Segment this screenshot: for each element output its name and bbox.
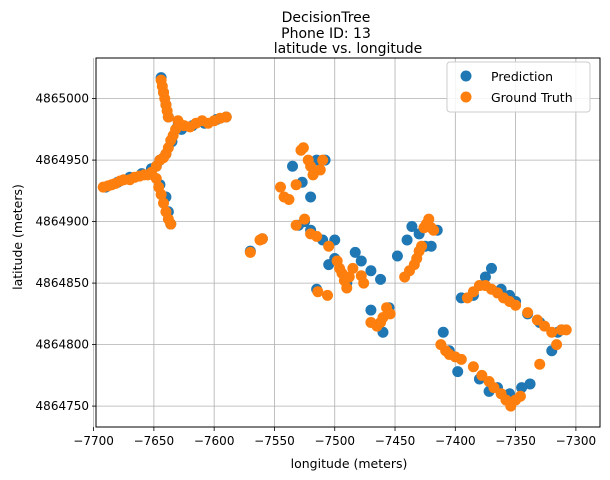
data-point (165, 218, 177, 230)
data-point (274, 181, 286, 193)
data-point (384, 308, 396, 320)
data-point (244, 246, 256, 258)
data-point (560, 324, 572, 336)
data-point (322, 289, 334, 301)
data-point (355, 255, 367, 267)
legend-marker-prediction (460, 70, 472, 82)
data-point (299, 213, 311, 225)
data-point (510, 299, 522, 311)
data-point (317, 154, 329, 166)
y-axis-label: latitude (meters) (10, 184, 25, 290)
x-tick-label: −7650 (134, 434, 175, 448)
data-point (314, 164, 326, 176)
chart-title-line-3: latitude vs. longitude (274, 41, 423, 57)
series-ground-truth (97, 74, 572, 412)
data-point (452, 366, 464, 378)
data-point (455, 353, 467, 365)
x-tick-label: −7500 (314, 434, 355, 448)
data-point (514, 390, 526, 402)
x-axis-label: longitude (meters) (291, 456, 408, 471)
data-point (305, 191, 317, 203)
data-point (524, 378, 536, 390)
data-point (551, 339, 563, 351)
y-tick-label: 4865000 (36, 92, 89, 106)
data-point (522, 307, 534, 319)
data-point (365, 304, 377, 316)
x-tick-label: −7550 (254, 434, 295, 448)
legend: Prediction Ground Truth (446, 61, 591, 113)
data-point (150, 173, 162, 185)
data-point (479, 271, 491, 283)
data-point (423, 213, 435, 225)
data-point (516, 382, 528, 394)
y-tick-label: 4864750 (36, 399, 89, 413)
data-point (287, 160, 299, 172)
x-axis-ticks: −7700 −7650 −7600 −7550 −7500 −7450 −7400 −7350… (73, 427, 596, 448)
data-point (488, 382, 500, 394)
data-point (476, 369, 488, 381)
legend-box (446, 61, 591, 113)
data-point (416, 240, 428, 252)
data-point (290, 179, 302, 191)
data-point (283, 193, 295, 205)
x-tick-label: −7350 (495, 434, 536, 448)
data-point (539, 320, 551, 332)
data-point (425, 240, 437, 252)
data-point (158, 197, 170, 209)
data-point (406, 221, 418, 233)
data-point (343, 271, 355, 283)
data-point (256, 233, 268, 245)
x-tick-label: −7300 (556, 434, 597, 448)
data-point (485, 262, 497, 274)
x-tick-label: −7700 (73, 434, 114, 448)
data-point (162, 111, 174, 123)
data-point (297, 142, 309, 154)
x-tick-label: −7450 (375, 434, 416, 448)
data-point (401, 234, 413, 246)
data-points (97, 72, 572, 412)
chart-title-line-1: DecisionTree (282, 10, 371, 26)
data-point (323, 240, 335, 252)
data-point (347, 262, 359, 274)
data-point (531, 314, 543, 326)
data-point (170, 123, 182, 135)
y-tick-label: 4864800 (36, 338, 89, 352)
y-axis-ticks: 4864750 4864800 4864850 4864900 4864950 48650… (36, 92, 96, 413)
legend-label-ground-truth: Ground Truth (491, 90, 573, 105)
data-point (311, 230, 323, 242)
data-point (365, 265, 377, 277)
y-tick-label: 4864900 (36, 215, 89, 229)
legend-label-prediction: Prediction (491, 69, 553, 84)
data-point (534, 358, 546, 370)
chart-title-line-2: Phone ID: 13 (281, 26, 371, 42)
data-point (220, 111, 232, 123)
plot-frame (95, 57, 601, 428)
data-point (305, 160, 317, 172)
data-point (290, 219, 302, 231)
data-point (349, 246, 361, 258)
legend-marker-ground-truth (460, 91, 472, 103)
y-tick-label: 4864850 (36, 276, 89, 290)
data-point (546, 326, 558, 338)
data-point (155, 189, 167, 201)
data-point (341, 282, 353, 294)
data-point (437, 326, 449, 338)
data-point (391, 250, 403, 262)
data-point (312, 286, 324, 298)
data-point (375, 273, 387, 285)
data-point (467, 361, 479, 373)
data-point (428, 224, 440, 236)
x-tick-label: −7600 (194, 434, 235, 448)
y-tick-label: 4864950 (36, 153, 89, 167)
x-tick-label: −7400 (435, 434, 476, 448)
data-point (358, 277, 370, 289)
